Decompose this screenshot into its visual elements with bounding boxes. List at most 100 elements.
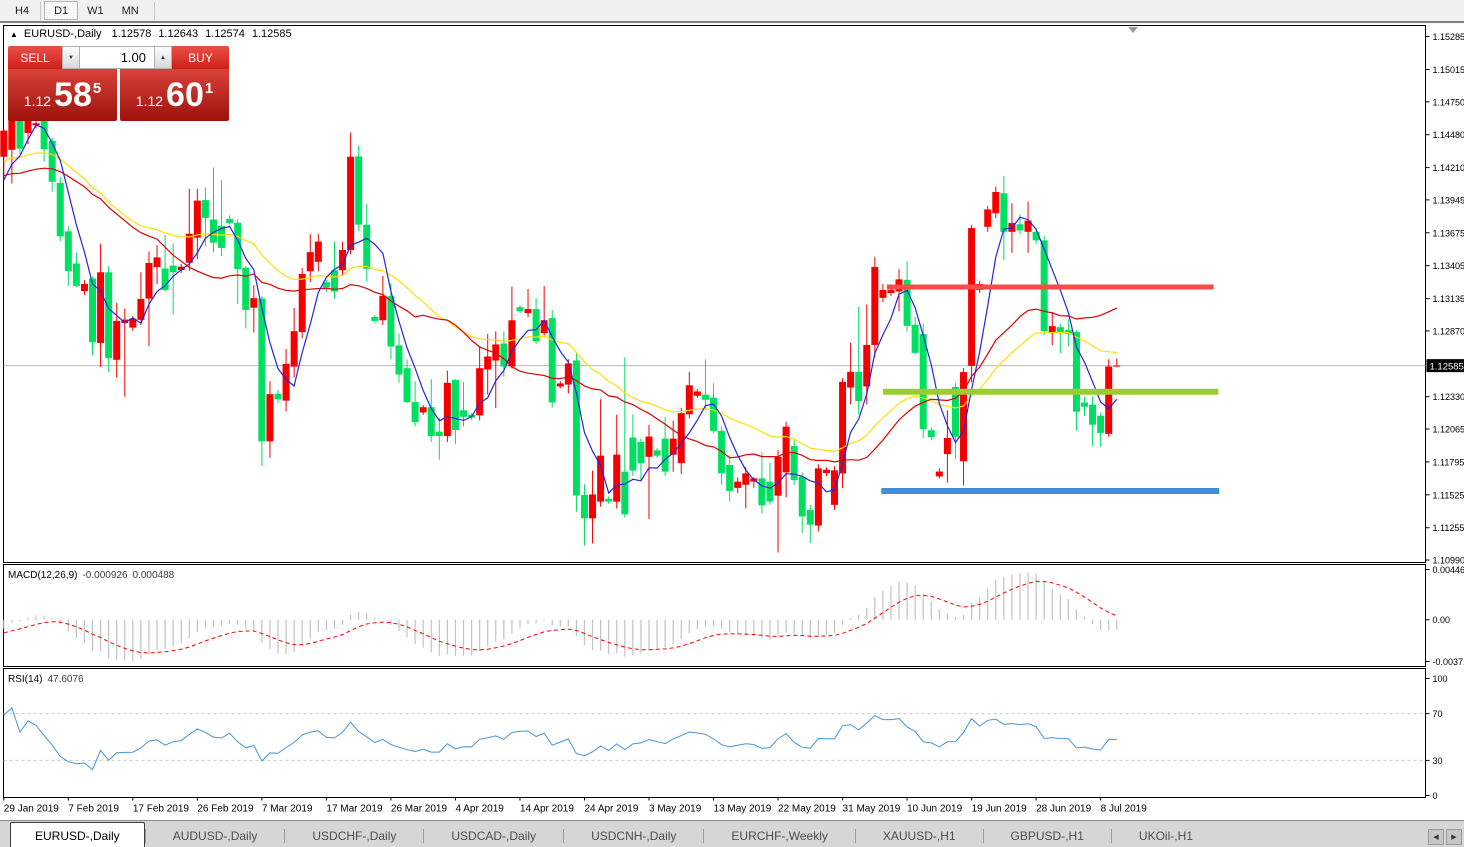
chart-tab-audusd-daily[interactable]: AUDUSD-,Daily: [172, 829, 258, 843]
candle-bullish: [782, 426, 790, 473]
tab-scroll-left-button[interactable]: ◀: [1428, 829, 1444, 845]
candle-bullish: [24, 112, 32, 133]
candle-bullish: [693, 391, 701, 396]
candle-bullish: [943, 437, 951, 455]
chart-tab-bar: EURUSD-,Daily AUDUSD-,Daily USDCHF-,Daily U…: [0, 820, 1464, 847]
candle-bullish: [613, 454, 621, 502]
candle-bearish: [40, 117, 48, 150]
candle-bearish: [629, 437, 637, 471]
candle-bullish: [556, 383, 564, 387]
rsi-axis-label: 70: [1433, 709, 1443, 719]
timeframe-d1-button[interactable]: D1: [44, 1, 79, 20]
candle-bearish: [355, 156, 363, 225]
price-axis-label: 1.12330: [1433, 392, 1464, 402]
candle-bullish: [443, 382, 451, 437]
tab-separator: [703, 829, 705, 843]
candle-bullish: [8, 108, 16, 150]
ma-fast-line: [3, 124, 1118, 495]
chart-tab-usdcad-daily[interactable]: USDCAD-,Daily: [451, 829, 537, 843]
candle-bullish: [282, 363, 290, 401]
macd-axis-label: 0.004465: [1433, 565, 1464, 575]
chart-tab-usdchf-daily[interactable]: USDCHF-,Daily: [312, 829, 397, 843]
candle-bearish: [1032, 231, 1040, 241]
date-axis-label: 19 Jun 2019: [972, 804, 1027, 815]
candle-bearish: [371, 317, 379, 322]
price-axis-label: 1.15285: [1433, 32, 1464, 42]
chart-tab-xauusd-h1[interactable]: XAUUSD-,H1: [882, 829, 956, 843]
collapse-triangle-icon[interactable]: ▲: [10, 29, 18, 39]
candle-bearish: [806, 509, 814, 525]
ma-mid-line: [3, 167, 1118, 463]
candle-bullish: [774, 456, 782, 496]
candle-bearish: [234, 222, 242, 270]
candle-bullish: [129, 318, 137, 328]
timeframe-w1-button[interactable]: W1: [87, 4, 104, 17]
sell-price-display[interactable]: 1.12 58 5: [8, 69, 117, 121]
tab-scroll-right-button[interactable]: ▶: [1446, 829, 1462, 845]
volume-decrease-button[interactable]: ▼: [62, 46, 80, 69]
main-panel-border: [3, 25, 1426, 563]
volume-input[interactable]: 1.00: [80, 46, 154, 69]
candle-bearish: [661, 438, 669, 472]
candle-bullish: [80, 283, 88, 292]
candle-bullish: [266, 394, 274, 442]
candle-bullish: [419, 407, 427, 413]
tab-separator: [423, 829, 425, 843]
macd-name: MACD(12,26,9): [8, 570, 78, 581]
tab-separator: [982, 829, 984, 843]
candle-bearish: [1089, 404, 1097, 425]
date-axis-label: 3 May 2019: [649, 804, 702, 815]
candle-bearish: [258, 298, 266, 442]
buy-button[interactable]: BUY: [172, 46, 229, 69]
candle-bullish: [669, 438, 677, 455]
chart-tab-eurchf-weekly[interactable]: EURCHF-,Weekly: [731, 829, 828, 843]
candle-bearish: [927, 430, 935, 438]
candle-bullish: [379, 295, 387, 321]
chart-tab-usdcnh-daily[interactable]: USDCNH-,Daily: [591, 829, 677, 843]
candle-bearish: [427, 407, 435, 437]
date-axis-label: 26 Feb 2019: [197, 804, 254, 815]
candle-bearish: [1056, 327, 1064, 333]
macd-panel-border: [3, 564, 1426, 667]
rsi-value: 47.6076: [47, 674, 84, 685]
bid-price-tag: [1426, 359, 1464, 373]
buy-price-big: 60: [166, 75, 204, 114]
sell-price-small: 1.12: [23, 93, 52, 109]
candle-bullish: [145, 263, 153, 299]
ohlc-open-value: 1.12578: [111, 28, 152, 40]
candle-bearish: [105, 272, 113, 359]
date-axis-label: 17 Mar 2019: [326, 804, 383, 815]
one-click-price-row: 1.12 58 5 1.12 60 1: [8, 69, 229, 121]
volume-increase-button[interactable]: ▲: [154, 46, 172, 69]
timeframe-mn-button[interactable]: MN: [121, 4, 139, 17]
chart-tab-gbpusd-h1[interactable]: GBPUSD-,H1: [1010, 829, 1084, 843]
date-axis-label: 7 Feb 2019: [68, 804, 119, 815]
sell-button[interactable]: SELL: [8, 46, 62, 69]
price-axis-label: 1.15015: [1433, 65, 1464, 75]
date-axis-label: 31 May 2019: [843, 804, 901, 815]
tab-separator: [563, 829, 565, 843]
candle-bearish: [56, 182, 64, 237]
candle-bearish: [637, 441, 645, 464]
macd-signal-value: 0.000488: [132, 570, 175, 581]
chart-tab-eurusd-daily[interactable]: EURUSD-,Daily: [10, 822, 145, 847]
timeframe-h4-button[interactable]: H4: [15, 4, 30, 17]
date-axis-label: 8 Jul 2019: [1101, 804, 1148, 815]
price-chart-canvas[interactable]: 1.15285 1.15015 1.14750 1.14480 1.14210 1.139…: [0, 24, 1464, 847]
tab-scroll-buttons: ◀ ▶: [1428, 829, 1462, 845]
buy-price-display[interactable]: 1.12 60 1: [120, 69, 229, 121]
candle-bearish: [218, 226, 226, 248]
candle-bearish: [903, 279, 911, 326]
candle-bearish: [653, 450, 661, 456]
candle-bullish: [177, 266, 185, 271]
candle-bullish: [960, 372, 968, 462]
chart-title-bar: ▲ EURUSD-,Daily 1.12578 1.12643 1.12574 …: [10, 28, 292, 40]
tab-separator: [284, 829, 286, 843]
candle-bullish: [992, 191, 1000, 214]
candle-bullish: [290, 331, 298, 367]
candle-bullish: [879, 289, 887, 298]
candle-bearish: [363, 224, 371, 269]
price-axis-label: 1.14750: [1433, 97, 1464, 107]
chart-tab-ukoil-h1[interactable]: UKOil-,H1: [1138, 829, 1193, 843]
